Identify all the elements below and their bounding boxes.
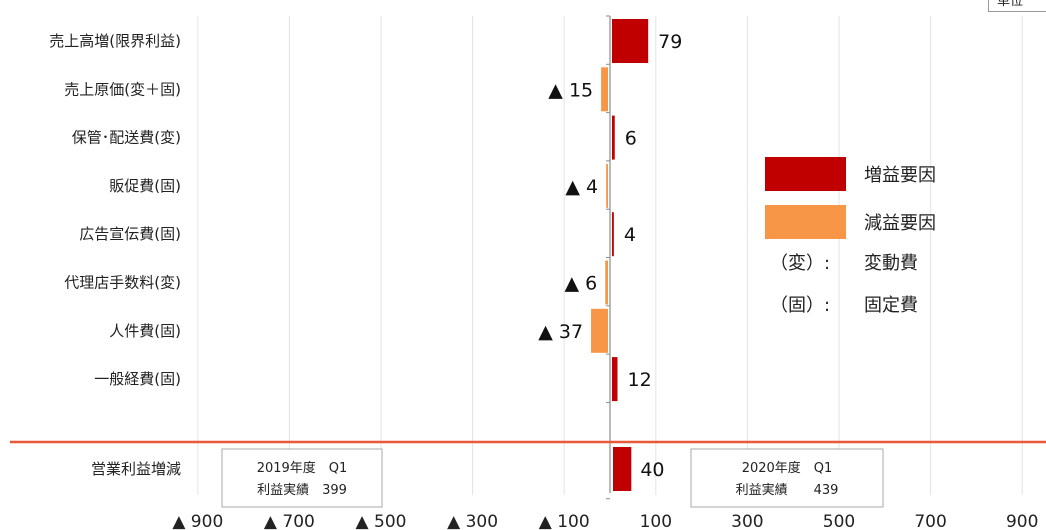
profit-box bbox=[690, 448, 884, 508]
category-label: 一般経費(固) bbox=[94, 370, 181, 388]
data-label: 79 bbox=[658, 31, 682, 53]
data-label: 12 bbox=[627, 369, 651, 391]
total-label: 営業利益増減 bbox=[91, 460, 181, 478]
total-bar bbox=[613, 447, 632, 491]
data-label: 4 bbox=[624, 224, 636, 246]
profit-box bbox=[221, 448, 383, 508]
profit-box-line1: 2020年度 Q1 bbox=[742, 460, 833, 476]
data-label: ▲ 6 bbox=[565, 273, 598, 295]
category-label: 代理店手数料(変) bbox=[64, 274, 181, 292]
x-tick-label: ▲ 300 bbox=[447, 512, 498, 530]
total-value-label: 40 bbox=[640, 459, 664, 481]
category-label: 人件費(固) bbox=[109, 322, 181, 340]
legend-swatch bbox=[765, 205, 846, 239]
category-label: 広告宣伝費(固) bbox=[79, 225, 181, 243]
data-label: ▲ 15 bbox=[548, 79, 593, 101]
bar bbox=[591, 308, 608, 353]
x-tick-label: ▲ 500 bbox=[356, 512, 407, 530]
x-tick-label: 300 bbox=[731, 512, 763, 530]
legend-note-text: 変動費 bbox=[864, 253, 918, 274]
bar bbox=[606, 163, 608, 208]
category-label: 販促費(固) bbox=[109, 177, 181, 195]
unit-label: 単位 bbox=[988, 0, 1046, 12]
legend-note-key: （変）: bbox=[770, 253, 830, 274]
x-tick-label: ▲ 100 bbox=[539, 512, 590, 530]
data-label: ▲ 37 bbox=[538, 321, 583, 343]
x-tick-label: 900 bbox=[1006, 512, 1038, 530]
legend-swatch bbox=[765, 157, 846, 191]
profit-box-line2: 利益実績 399 bbox=[257, 482, 347, 498]
x-tick-label: 100 bbox=[640, 512, 672, 530]
x-tick-label: ▲ 700 bbox=[264, 512, 315, 530]
bar bbox=[601, 67, 608, 112]
bar bbox=[612, 19, 649, 63]
data-label: ▲ 4 bbox=[565, 176, 598, 198]
bar bbox=[612, 115, 615, 160]
x-tick-label: 700 bbox=[914, 512, 946, 530]
bar bbox=[612, 357, 618, 402]
x-tick-label: ▲ 900 bbox=[172, 512, 223, 530]
x-tick-label: 500 bbox=[823, 512, 855, 530]
category-label: 保管･配送費(変) bbox=[72, 129, 181, 147]
legend-label: 減益要因 bbox=[864, 213, 936, 234]
legend-label: 増益要因 bbox=[864, 165, 936, 186]
category-label: 売上高増(限界利益) bbox=[49, 32, 181, 50]
bar bbox=[612, 212, 614, 257]
legend-note-key: （固）: bbox=[770, 295, 830, 316]
category-label: 売上原価(変＋固) bbox=[64, 80, 181, 98]
profit-box-line1: 2019年度 Q1 bbox=[257, 460, 348, 476]
data-label: 6 bbox=[625, 128, 637, 150]
legend-note-text: 固定費 bbox=[864, 295, 918, 316]
bar bbox=[605, 260, 608, 305]
profit-box-line2: 利益実績 439 bbox=[736, 482, 839, 498]
